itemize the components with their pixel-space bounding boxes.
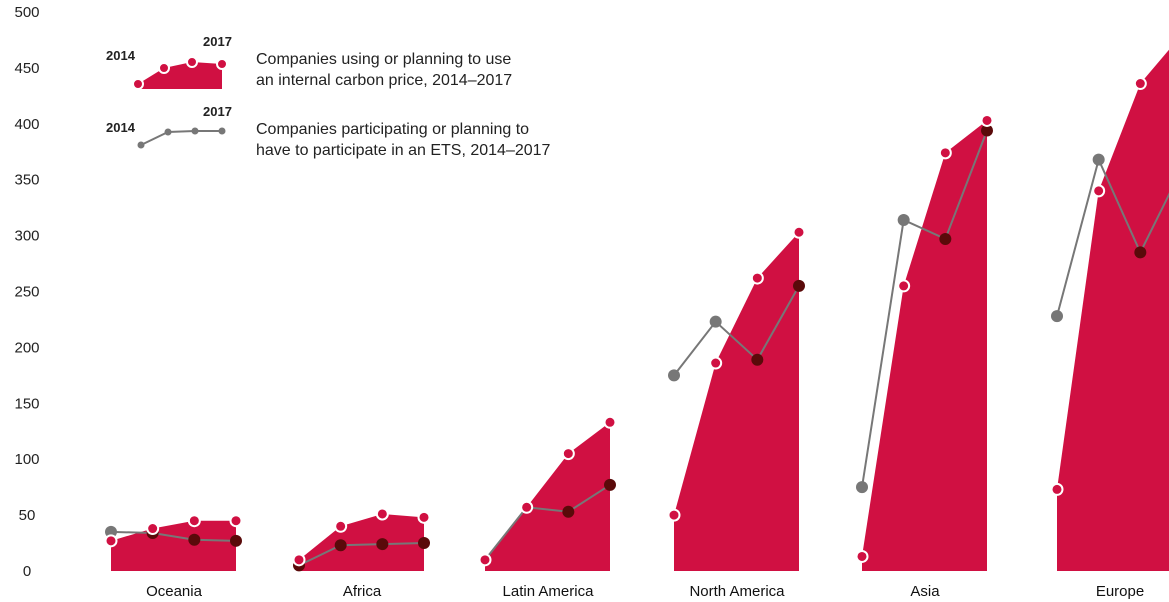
area-layer <box>111 34 1169 571</box>
ets-point <box>751 354 763 366</box>
carbon-price-point <box>106 535 117 546</box>
ets-point <box>710 316 722 328</box>
ets-point <box>230 535 242 547</box>
category-label: Latin America <box>503 583 595 600</box>
carbon-price-point <box>563 448 574 459</box>
category-label: Oceania <box>146 583 203 600</box>
legend-marker <box>192 128 199 135</box>
carbon-price-point <box>710 358 721 369</box>
carbon-price-point <box>294 554 305 565</box>
y-tick-label: 100 <box>14 451 39 468</box>
legend-text-line2: have to participate in an ETS, 2014–2017 <box>256 142 551 159</box>
y-tick-label: 200 <box>14 339 39 356</box>
legend-item-ets: 2014 2017 Companies participating or pla… <box>106 104 551 159</box>
ets-point <box>1051 310 1063 322</box>
carbon-price-point <box>189 515 200 526</box>
y-tick-label: 300 <box>14 228 39 245</box>
area-africa <box>299 514 424 571</box>
carbon-price-point <box>605 417 616 428</box>
carbon-price-point <box>752 273 763 284</box>
x-axis: Oceania Africa Latin America North America A… <box>146 583 1144 600</box>
ets-point <box>562 506 574 518</box>
ets-point <box>1093 154 1105 166</box>
category-label: Africa <box>343 583 382 600</box>
ets-point <box>335 539 347 551</box>
ets-point <box>1134 246 1146 258</box>
area-asia <box>862 120 987 571</box>
y-tick-label: 350 <box>14 172 39 189</box>
carbon-price-point <box>521 502 532 513</box>
carbon-price-point <box>898 280 909 291</box>
legend-start-year: 2014 <box>106 120 136 135</box>
legend-text-line1: Companies using or planning to use <box>256 51 511 68</box>
legend-item-carbon-price: 2014 2017 Companies using or planning to… <box>106 34 512 89</box>
legend-marker <box>165 129 172 136</box>
carbon-price-point <box>1052 484 1063 495</box>
carbon-price-point <box>480 554 491 565</box>
carbon-price-point <box>1135 78 1146 89</box>
y-tick-label: 150 <box>14 395 39 412</box>
legend-start-year: 2014 <box>106 48 136 63</box>
ets-point <box>856 481 868 493</box>
y-tick-label: 500 <box>14 4 39 21</box>
category-label: North America <box>689 583 785 600</box>
carbon-price-point <box>335 521 346 532</box>
area-oceania <box>111 521 236 571</box>
legend-end-year: 2017 <box>203 34 232 49</box>
legend-marker <box>138 142 145 149</box>
category-label: Europe <box>1096 583 1144 600</box>
legend-marker <box>219 128 226 135</box>
ets-point <box>898 214 910 226</box>
carbon-price-point <box>1093 185 1104 196</box>
category-label: Asia <box>910 583 940 600</box>
area-north-america <box>674 232 799 571</box>
legend-area-swatch <box>138 62 222 89</box>
carbon-price-point <box>857 551 868 562</box>
legend-end-year: 2017 <box>203 104 232 119</box>
ets-point <box>418 537 430 549</box>
y-tick-label: 250 <box>14 284 39 301</box>
carbon-price-point <box>940 147 951 158</box>
marker-layer <box>105 29 1169 572</box>
legend-text-line1: Companies participating or planning to <box>256 121 529 138</box>
line-layer <box>111 131 1169 566</box>
ets-point <box>604 479 616 491</box>
legend: 2014 2017 Companies using or planning to… <box>106 34 551 159</box>
y-tick-label: 450 <box>14 60 39 77</box>
legend-text-line2: an internal carbon price, 2014–2017 <box>256 72 512 89</box>
legend-line-swatch <box>141 131 222 145</box>
ets-point <box>793 280 805 292</box>
y-tick-label: 50 <box>19 507 36 524</box>
legend-marker <box>133 79 143 89</box>
carbon-price-point <box>231 515 242 526</box>
carbon-price-point <box>419 512 430 523</box>
legend-marker <box>187 57 197 67</box>
carbon-price-point <box>147 523 158 534</box>
ets-point <box>668 369 680 381</box>
legend-marker <box>159 63 169 73</box>
ets-point <box>939 233 951 245</box>
y-axis: 0 50 100 150 200 250 300 350 400 450 500 <box>14 4 39 580</box>
carbon-price-point <box>794 227 805 238</box>
y-tick-label: 0 <box>23 563 31 580</box>
carbon-price-point <box>669 510 680 521</box>
carbon-price-point <box>982 115 993 126</box>
area-europe <box>1057 34 1169 571</box>
legend-marker <box>217 59 227 69</box>
ets-point <box>376 538 388 550</box>
y-tick-label: 400 <box>14 116 39 133</box>
carbon-price-point <box>377 508 388 519</box>
ets-point <box>188 534 200 546</box>
